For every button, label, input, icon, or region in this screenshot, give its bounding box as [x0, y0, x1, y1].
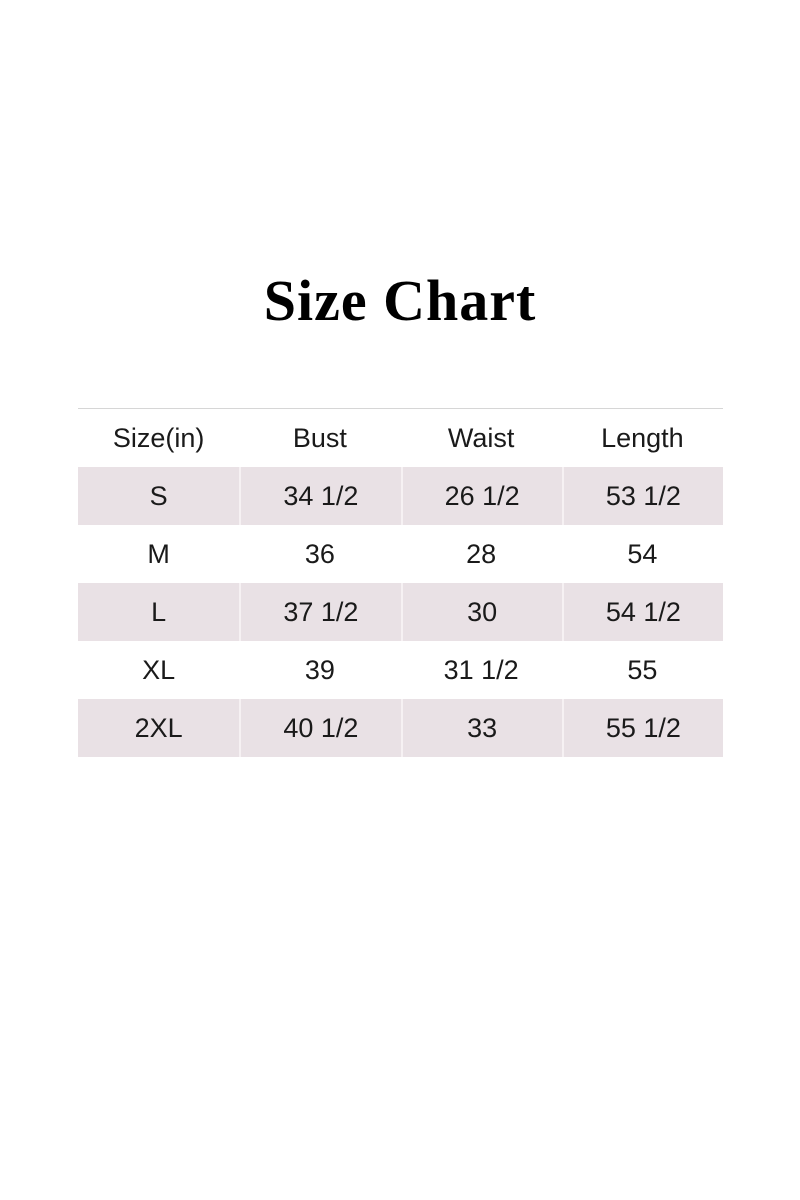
length-cell: 54 1/2 — [561, 583, 723, 641]
size-cell: M — [147, 538, 170, 569]
bust-cell: 40 1/2 — [239, 699, 401, 757]
column-header-size: Size(in) — [112, 422, 205, 453]
page-title: Size Chart — [263, 268, 537, 333]
length-cell: 53 1/2 — [561, 467, 723, 525]
waist-cell: 33 — [400, 699, 562, 757]
bust-cell: 36 — [304, 538, 335, 569]
waist-cell: 31 1/2 — [443, 654, 519, 685]
waist-cell: 26 1/2 — [400, 467, 562, 525]
size-cell: 2XL — [78, 699, 240, 757]
column-header-bust: Bust — [292, 422, 347, 453]
table-row-2xl: 2XL 40 1/2 33 55 1/2 — [78, 699, 723, 757]
table-row-xl: XL 39 31 1/2 55 — [78, 641, 723, 699]
bust-cell: 34 1/2 — [239, 467, 401, 525]
bust-cell: 37 1/2 — [239, 583, 401, 641]
size-chart-table: Size(in) Bust Waist Length S 34 1/2 26 1… — [78, 408, 723, 757]
column-header-length: Length — [601, 422, 684, 453]
bust-cell: 39 — [304, 654, 335, 685]
table-row-m: M 36 28 54 — [78, 525, 723, 583]
size-cell: XL — [142, 654, 176, 685]
waist-cell: 28 — [466, 538, 497, 569]
size-cell: L — [78, 583, 240, 641]
column-header-waist: Waist — [447, 422, 515, 453]
length-cell: 54 — [627, 538, 658, 569]
length-cell: 55 — [627, 654, 658, 685]
table-header-row: Size(in) Bust Waist Length — [78, 409, 723, 467]
table-row-s: S 34 1/2 26 1/2 53 1/2 — [78, 467, 723, 525]
size-cell: S — [78, 467, 240, 525]
waist-cell: 30 — [400, 583, 562, 641]
length-cell: 55 1/2 — [561, 699, 723, 757]
table-row-l: L 37 1/2 30 54 1/2 — [78, 583, 723, 641]
